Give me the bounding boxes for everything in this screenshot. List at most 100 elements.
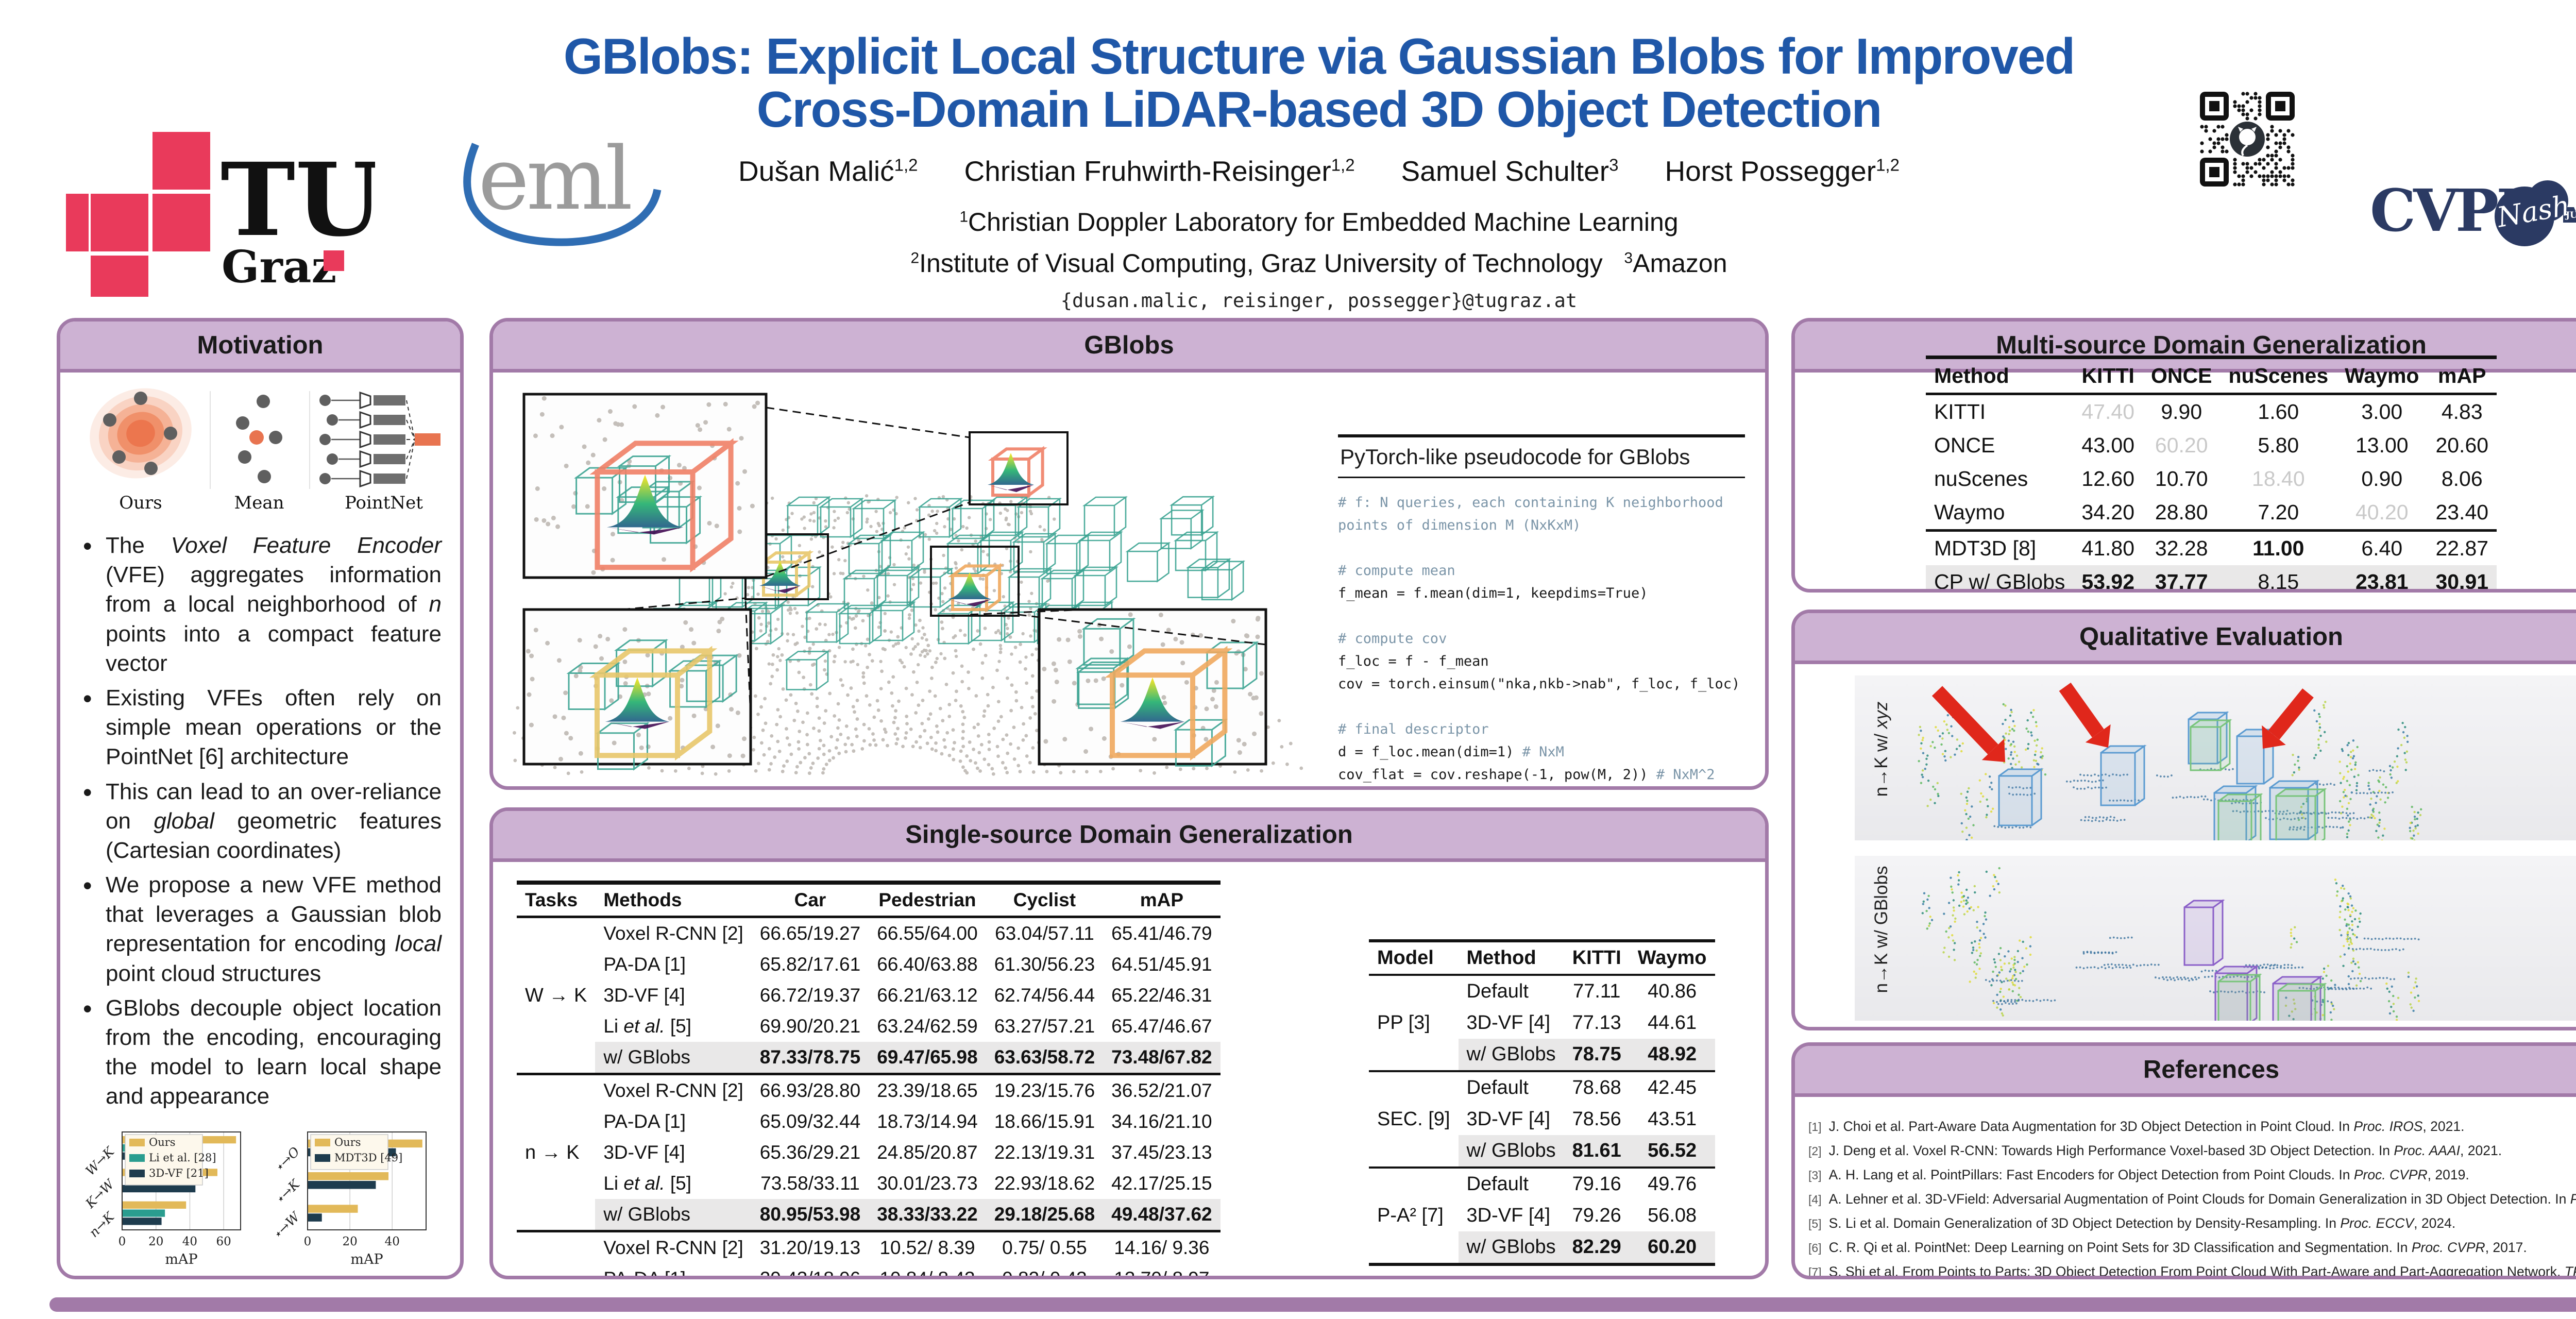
reference-item: [2] J. Deng et al. Voxel R-CNN: Towards H…	[1808, 1143, 2502, 1158]
reference-item: [3] A. H. Lang et al. PointPillars: Fast …	[1808, 1167, 2469, 1182]
col-header: mAP	[1103, 883, 1221, 918]
svg-text:⋆→O: ⋆→O	[271, 1144, 302, 1175]
gblobs-panel: GBlobs PyTorch-like pseudocode for GBlob…	[489, 318, 1769, 790]
bullet-item: We propose a new VFE method that leverag…	[79, 869, 442, 988]
poster-title-line1: GBlobs: Explicit Local Structure via Gau…	[563, 28, 2075, 84]
svg-text:40: 40	[385, 1235, 400, 1248]
table-row: n → K Voxel R-CNN [2] 66.93/28.80 23.39/18.…	[525, 1080, 1212, 1163]
tu-graz-pixel-mark	[66, 132, 210, 297]
motivation-panel-title: Motivation	[60, 322, 460, 373]
col-header: KITTI	[1564, 941, 1630, 976]
svg-text:mAP: mAP	[350, 1252, 383, 1267]
svg-text:20: 20	[343, 1235, 358, 1248]
bullet-item: GBlobs decouple object location from the…	[79, 992, 442, 1111]
qualitative-panel: Qualitative Evaluation n→K w/ xyz n→K w/ …	[1791, 610, 2576, 1030]
col-header: Pedestrian	[869, 883, 986, 918]
svg-text:MDT3D [49]: MDT3D [49]	[334, 1152, 402, 1164]
multi-source-table: Method KITTI ONCE nuScenes Waymo mAP KITTI 47.4…	[1925, 356, 2497, 589]
per-model-table: Model Method KITTI Waymo PP [3] Default 77.11 4…	[1369, 939, 1715, 1266]
contact-email: {dusan.malic, reisinger, possegger}@tugr…	[1060, 290, 1578, 312]
table-row: PA-DA [1] 65.82/17.61 66.40/63.88 61.30/56.…	[603, 954, 1212, 975]
motivation-bar-charts: 0 20 40 60 W→K K→W n→K mAP Ours Li et al. [28] 3D-…	[79, 1125, 442, 1276]
author: Horst Possegger1,2	[1665, 155, 1900, 187]
table-row: SEC. [9] Default 78.68 42.45	[1377, 1077, 1697, 1130]
eml-swoosh	[463, 143, 662, 246]
table-row: Li et al. [5] 69.90/20.21 63.24/62.59 63.27…	[603, 1016, 1212, 1037]
svg-text:K→W: K→W	[82, 1176, 118, 1211]
poster-title-line2: Cross-Domain LiDAR-based 3D Object Detec…	[756, 80, 1883, 138]
single-source-table: Tasks Methods Car Pedestrian Cyclist mAP W → K…	[517, 881, 1221, 1279]
pseudocode-title: PyTorch-like pseudocode for GBlobs	[1338, 434, 1745, 478]
table-row: 3D-VF [4] 78.56 43.51	[1466, 1108, 1697, 1130]
table-row: nuScenes 12.60 10.70 18.40 0.90 8.06	[1934, 467, 2483, 491]
col-header: Method	[1925, 357, 2074, 395]
col-header: Tasks	[517, 883, 596, 918]
bullet-item: This can lead to an over-reliance on glo…	[79, 776, 442, 866]
reference-item: [7] S. Shi et al. From Points to Parts: 3…	[1808, 1264, 2576, 1279]
table-row: 3D-VF [4] 77.13 44.61	[1466, 1012, 1697, 1034]
col-header: Waymo	[1629, 941, 1715, 976]
svg-text:Ours: Ours	[149, 1136, 176, 1148]
tu-graz-logo: TU Graz	[66, 128, 383, 306]
svg-text:n→K: n→K	[86, 1209, 117, 1240]
svg-text:Li et al. [28]: Li et al. [28]	[149, 1152, 216, 1164]
svg-text:20: 20	[148, 1235, 163, 1248]
col-header: Methods	[595, 883, 752, 918]
table-row: PA-DA [1] 29.43/18.06 10.84/ 8.43 0.82/ 0.4…	[603, 1268, 1210, 1279]
svg-text:mAP: mAP	[165, 1252, 197, 1267]
author: Christian Fruhwirth-Reisinger1,2	[964, 155, 1355, 187]
bullet-item: Existing VFEs often rely on simple mean …	[79, 682, 442, 772]
footer-bar	[49, 1297, 2576, 1312]
table-row: P-A² [7] Default 79.16 49.76	[1377, 1173, 1697, 1226]
gblobs-pointcloud-figure	[503, 377, 1307, 781]
reference-item: [4] A. Lehner et al. 3D-VField: Adversari…	[1808, 1191, 2576, 1207]
table-row: Li et al. [5] 73.58/33.11 30.01/23.73 22.93…	[603, 1173, 1212, 1194]
tu-text: TU	[221, 141, 375, 259]
table-row: w/ GBlobs 80.95/53.98 38.33/33.22 29.18/25.…	[517, 1199, 1221, 1231]
affiliation-1: 1Christian Doppler Laboratory for Embedd…	[959, 208, 1679, 236]
bullet-item: The Voxel Feature Encoder (VFE) aggregat…	[79, 530, 442, 678]
col-header: KITTI	[2073, 357, 2143, 395]
guitar-shape	[2495, 180, 2576, 246]
col-header: nuScenes	[2220, 357, 2337, 395]
col-header: Car	[751, 883, 869, 918]
table-row: W → K Voxel R-CNN [2] 66.65/19.27 66.55/64.…	[525, 923, 1212, 1006]
motivation-bullet-list: The Voxel Feature Encoder (VFE) aggregat…	[79, 530, 442, 1111]
qualitative-panel-title: Qualitative Evaluation	[1795, 613, 2576, 664]
table-row: w/ GBlobs 87.33/78.75 69.47/65.98 63.63/58.…	[517, 1042, 1221, 1074]
reference-item: [6] C. R. Qi et al. PointNet: Deep Learni…	[1808, 1240, 2527, 1255]
svg-text:Ours: Ours	[334, 1136, 361, 1148]
references-panel: References [1] J. Choi et al. Part-Aware …	[1791, 1042, 2576, 1279]
table-row: 3D-VF [4] 65.36/29.21 24.85/20.87 22.13/19.…	[603, 1142, 1212, 1163]
col-header: Method	[1458, 941, 1564, 976]
author: Samuel Schulter3	[1401, 155, 1619, 187]
table-row: KITTI 47.40 9.90 1.60 3.00 4.83	[1934, 400, 2483, 424]
col-header: Model	[1369, 941, 1459, 976]
references-panel-title: References	[1795, 1046, 2576, 1097]
pseudocode-block: PyTorch-like pseudocode for GBlobs # f: …	[1338, 434, 1745, 786]
svg-text:⋆→W: ⋆→W	[269, 1208, 303, 1242]
table-row: 3D-VF [4] 79.26 56.08	[1466, 1205, 1697, 1226]
single-source-panel-title: Single-source Domain Generalization	[493, 811, 1765, 862]
col-header: ONCE	[2143, 357, 2221, 395]
svg-text:0: 0	[118, 1235, 126, 1248]
table-row: ONCE 43.00 60.20 5.80 13.00 20.60	[1934, 433, 2489, 457]
gblobs-panel-title: GBlobs	[493, 322, 1765, 373]
svg-text:60: 60	[216, 1235, 231, 1248]
affiliation-2-3: 2Institute of Visual Computing, Graz Uni…	[910, 249, 1727, 278]
col-header: mAP	[2427, 357, 2497, 395]
reference-item: [1] J. Choi et al. Part-Aware Data Augmen…	[1808, 1119, 2465, 1134]
col-header: Cyclist	[986, 883, 1104, 918]
svg-text:Ours: Ours	[119, 493, 162, 513]
graz-text: Graz	[222, 241, 336, 293]
motivation-panel: Motivation Ours Mean PointNet The Voxel Fe…	[57, 318, 464, 1279]
svg-text:40: 40	[182, 1235, 197, 1248]
qualitative-row-label: n→K w/ xyz	[1871, 701, 1891, 797]
author: Dušan Malić1,2	[738, 155, 918, 187]
cvpr-nashville-logo: CVPR Nashville JUNE 11-15, 2025	[2370, 165, 2576, 258]
svg-text:Mean: Mean	[234, 493, 284, 513]
col-header: Waymo	[2336, 357, 2428, 395]
table-row: PA-DA [1] 65.09/32.44 18.73/14.94 18.66/15.…	[603, 1111, 1212, 1132]
svg-text:3D-VF [21]: 3D-VF [21]	[149, 1167, 209, 1179]
eml-logo: eml	[447, 124, 674, 258]
